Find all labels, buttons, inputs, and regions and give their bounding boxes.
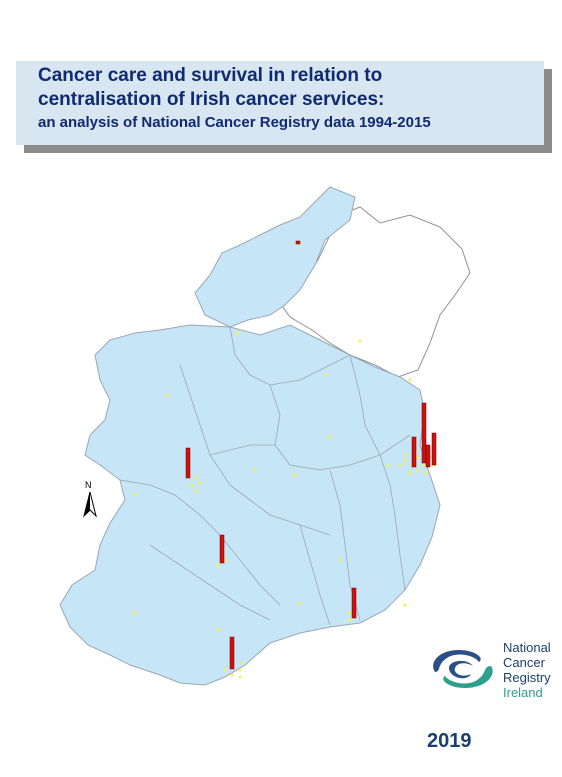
bar-limerick [219,534,225,564]
publication-year: 2019 [427,730,472,752]
bar-cork [229,636,235,670]
north-label: N [85,480,92,490]
logo-line-4: Ireland [503,685,543,700]
title-line-2: centralisation of Irish cancer services: [38,89,385,110]
bar-dublin-2 [411,436,417,468]
title-panel: Cancer care and survival in relation to … [16,61,544,145]
title-banner: Cancer care and survival in relation to … [16,61,552,153]
ncri-logo: National Cancer Registry Ireland [427,640,562,710]
north-arrow-icon [83,491,97,518]
title-line-1: Cancer care and survival in relation to [38,65,383,86]
title-line-3: an analysis of National Cancer Registry … [38,114,431,131]
bar-dublin-3 [431,432,437,466]
ncri-swirl-icon [433,650,493,688]
logo-line-1: National [503,640,551,655]
volume-bars [185,240,437,670]
ireland-map [59,186,471,686]
ncri-logo-text: National Cancer Registry Ireland [503,640,551,700]
logo-line-3: Registry [503,670,551,685]
bar-dublin-1 [421,402,427,464]
logo-line-2: Cancer [503,655,545,670]
bar-waterford [351,587,357,619]
hospital-points [133,241,437,679]
county-borders [119,326,411,626]
bar-letterkenny [295,240,301,245]
bar-dublin-4 [425,444,431,468]
bar-galway [185,447,191,479]
